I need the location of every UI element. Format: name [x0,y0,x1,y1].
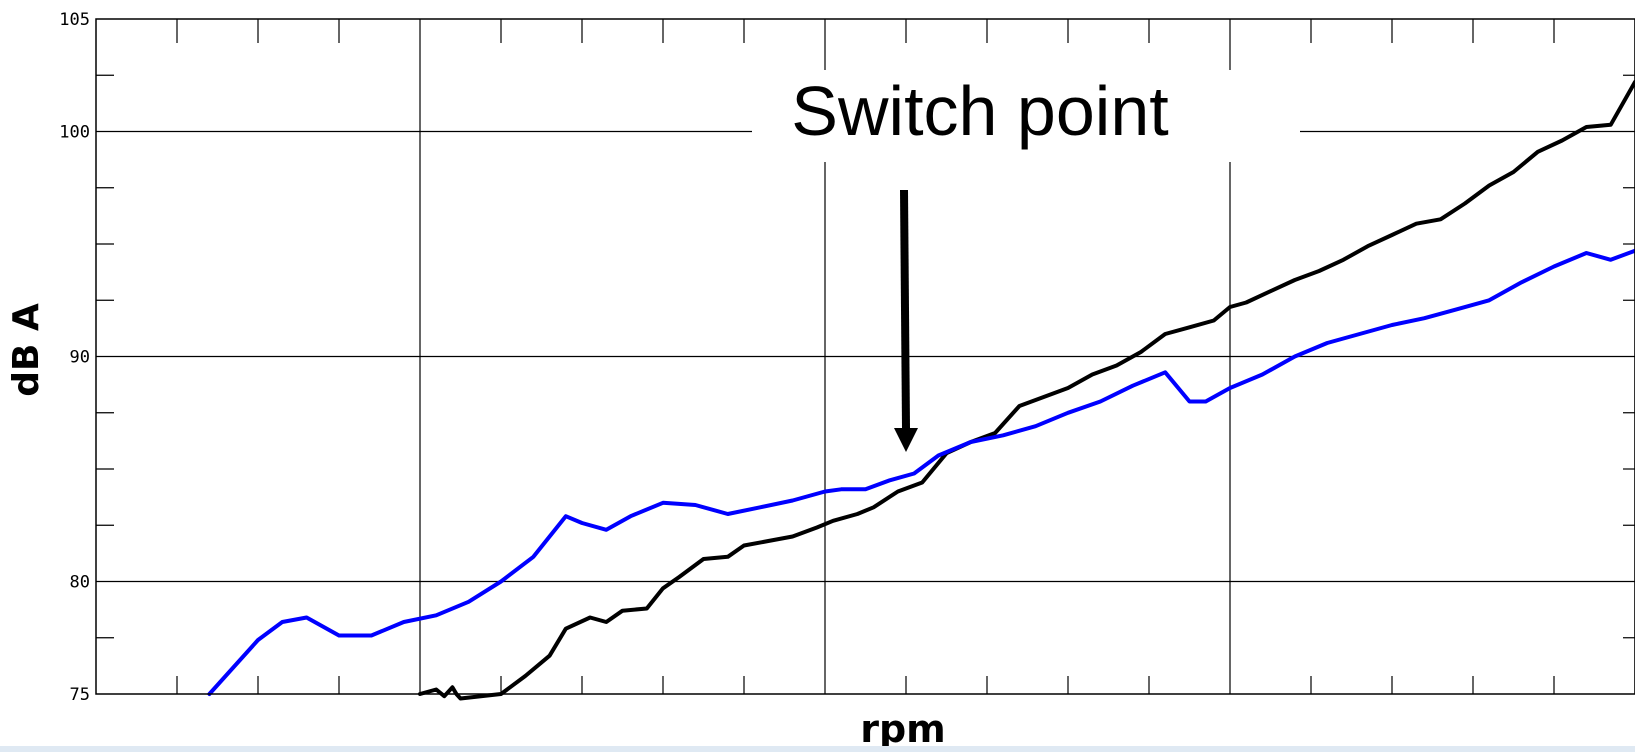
plot-frame [95,18,1635,695]
annotation-arrow-head [894,428,918,452]
annotation-background [752,70,1300,162]
y-axis-label: dB A [6,303,47,397]
x-axis-label: rpm [860,707,946,751]
plot-border [95,18,1635,695]
axis-ticks: 75 80 90 100 105 [59,10,1635,705]
annotation-arrow-shaft [900,189,910,429]
series-line-blue [207,248,1635,696]
annotation-text: Switch point [791,72,1168,150]
y-tick-label: 90 [70,348,90,368]
y-tick-label: 100 [59,123,90,143]
axis-labels: dB A rpm [6,303,946,751]
y-tick-label: 75 [70,685,90,705]
window-bottom-edge [0,746,1635,752]
annotation: Switch point [752,70,1300,452]
y-tick-label: 80 [70,573,90,593]
series-group [207,80,1635,701]
y-tick-label: 105 [59,10,90,30]
